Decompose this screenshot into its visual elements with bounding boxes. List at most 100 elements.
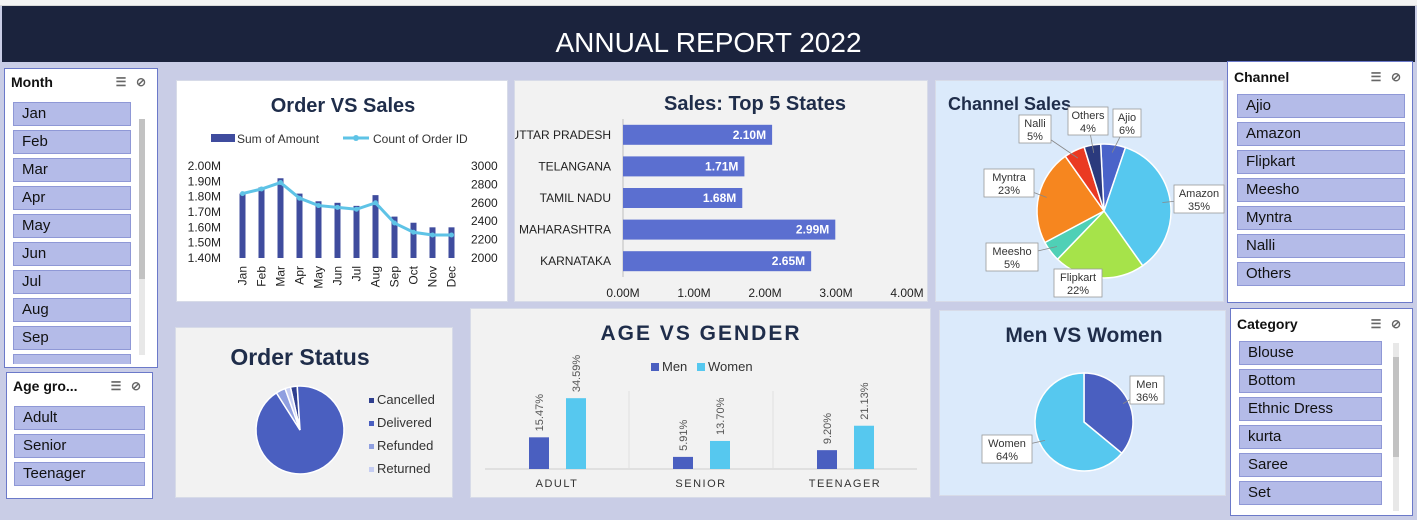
month-slicer-list: Jan Feb Mar Apr May Jun Jul Aug Sep	[13, 102, 131, 364]
slicer-item-channel[interactable]: Amazon	[1237, 122, 1405, 146]
multi-select-icon[interactable]: ☰	[1370, 70, 1382, 84]
x-tick: Oct	[407, 265, 421, 284]
slicer-item-category[interactable]: Blouse	[1239, 341, 1382, 365]
callout-name: Myntra	[992, 172, 1027, 184]
legend-label: Delivered	[377, 415, 432, 430]
clear-filter-icon[interactable]: ⊘	[1390, 317, 1402, 331]
slicer-item-channel[interactable]: Myntra	[1237, 206, 1405, 230]
slicer-item-month-partial[interactable]	[13, 354, 131, 364]
data-label: 34.59%	[571, 355, 583, 393]
callout-value: 5%	[1004, 259, 1020, 271]
bar-sum-of-amount	[315, 201, 322, 258]
slicer-item-age[interactable]: Adult	[14, 406, 145, 430]
callout-box	[1053, 268, 1103, 298]
x-tick: Nov	[426, 266, 440, 287]
bar-state-sales	[623, 251, 812, 272]
bar-sum-of-amount	[372, 195, 379, 258]
line-marker	[411, 229, 416, 235]
x-tick: Jul	[350, 266, 364, 281]
callout-value: 36%	[1136, 392, 1158, 404]
data-label: 21.13%	[859, 382, 871, 420]
slicer-item-month[interactable]: Jun	[13, 242, 131, 266]
slicer-item-age[interactable]: Senior	[14, 434, 145, 458]
slicer-item-category[interactable]: kurta	[1239, 425, 1382, 449]
multi-select-icon[interactable]: ☰	[115, 75, 127, 89]
month-slicer-title: Month	[11, 74, 53, 90]
data-label: 2.65M	[772, 254, 805, 268]
slicer-item-age[interactable]: Teenager	[14, 462, 145, 486]
multi-select-icon[interactable]: ☰	[110, 379, 122, 393]
callout-value: 35%	[1188, 201, 1210, 213]
age-group-slicer-title: Age gro...	[13, 378, 78, 394]
slicer-item-month[interactable]: Feb	[13, 130, 131, 154]
age-group-slicer[interactable]: Age gro... ☰ ⊘ Adult Senior Teenager	[6, 372, 153, 499]
chart-title: Sales: Top 5 States	[664, 93, 846, 115]
callout-value: 23%	[998, 185, 1020, 197]
x-tick: SENIOR	[675, 478, 726, 490]
slicer-item-category[interactable]: Bottom	[1239, 369, 1382, 393]
slicer-item-month[interactable]: Aug	[13, 298, 131, 322]
category-slicer[interactable]: Category ☰ ⊘ Blouse Bottom Ethnic Dress …	[1230, 308, 1413, 516]
multi-select-icon[interactable]: ☰	[1370, 317, 1382, 331]
report-banner: ANNUAL REPORT 2022	[2, 6, 1415, 62]
callout-name: Ajio	[1118, 112, 1136, 124]
bar-sum-of-amount	[353, 205, 360, 258]
data-label: 9.20%	[822, 413, 834, 444]
data-label: 13.70%	[715, 397, 727, 435]
legend-swatch	[369, 421, 374, 426]
slicer-item-category[interactable]: Set	[1239, 481, 1382, 505]
x-tick: Dec	[445, 266, 459, 287]
slicer-item-month[interactable]: May	[13, 214, 131, 238]
pie-slice	[1036, 155, 1106, 244]
clear-filter-icon[interactable]: ⊘	[130, 379, 142, 393]
x-tick: ADULT	[536, 478, 579, 490]
callout-box	[985, 242, 1039, 272]
slicer-item-channel[interactable]: Ajio	[1237, 94, 1405, 118]
y-tick: KARNATAKA	[540, 254, 611, 268]
line-marker	[335, 204, 340, 210]
slicer-item-month[interactable]: Apr	[13, 186, 131, 210]
slicer-item-channel[interactable]: Flipkart	[1237, 150, 1405, 174]
bar-women	[566, 398, 586, 469]
y-tick-left: 1.40M	[188, 251, 221, 265]
data-label: 2.99M	[796, 223, 829, 237]
bar-state-sales	[623, 156, 745, 177]
bar-sum-of-amount	[448, 227, 455, 258]
clear-filter-icon[interactable]: ⊘	[135, 75, 147, 89]
category-slicer-scrollbar[interactable]	[1393, 343, 1399, 511]
slicer-item-month[interactable]: Jul	[13, 270, 131, 294]
legend-swatch	[369, 444, 374, 449]
bar-sum-of-amount	[334, 202, 341, 258]
line-marker	[278, 180, 283, 186]
top-states-chart: Sales: Top 5 States UTTAR PRADESH 2.10M TEL…	[511, 93, 924, 300]
legend-label: Sum of Amount	[237, 132, 320, 146]
y-tick: MAHARASHTRA	[519, 223, 611, 237]
y-tick-right: 2800	[471, 177, 498, 191]
month-slicer[interactable]: Month ☰ ⊘ Jan Feb Mar Apr May Jun Jul Au…	[4, 68, 158, 368]
line-count-of-order-id	[242, 180, 452, 237]
slicer-item-channel[interactable]: Others	[1237, 262, 1405, 286]
slicer-item-channel[interactable]: Meesho	[1237, 178, 1405, 202]
callout-name: Amazon	[1179, 188, 1219, 200]
callout-name: Women	[988, 438, 1026, 450]
chart-title: Channel Sales	[948, 94, 1071, 114]
clear-filter-icon[interactable]: ⊘	[1390, 70, 1402, 84]
legend-label: Refunded	[377, 438, 433, 453]
pie-slice	[284, 386, 301, 431]
data-label: 5.91%	[678, 419, 690, 450]
slicer-item-month[interactable]: Mar	[13, 158, 131, 182]
slicer-item-category[interactable]: Ethnic Dress	[1239, 397, 1382, 421]
line-marker	[354, 206, 359, 212]
callout-box	[981, 434, 1033, 464]
callout-box	[1112, 108, 1142, 138]
slicer-item-category[interactable]: Saree	[1239, 453, 1382, 477]
x-tick: May	[312, 266, 326, 289]
slicer-item-channel[interactable]: Nalli	[1237, 234, 1405, 258]
order-status-chart: Order Status Cancelled Delivered Refunded Re…	[230, 344, 434, 476]
bar-sum-of-amount	[296, 193, 303, 258]
channel-slicer[interactable]: Channel ☰ ⊘ Ajio Amazon Flipkart Meesho …	[1227, 61, 1413, 303]
month-slicer-scrollbar[interactable]	[139, 119, 145, 355]
slicer-item-month[interactable]: Sep	[13, 326, 131, 350]
slicer-item-month[interactable]: Jan	[13, 102, 131, 126]
